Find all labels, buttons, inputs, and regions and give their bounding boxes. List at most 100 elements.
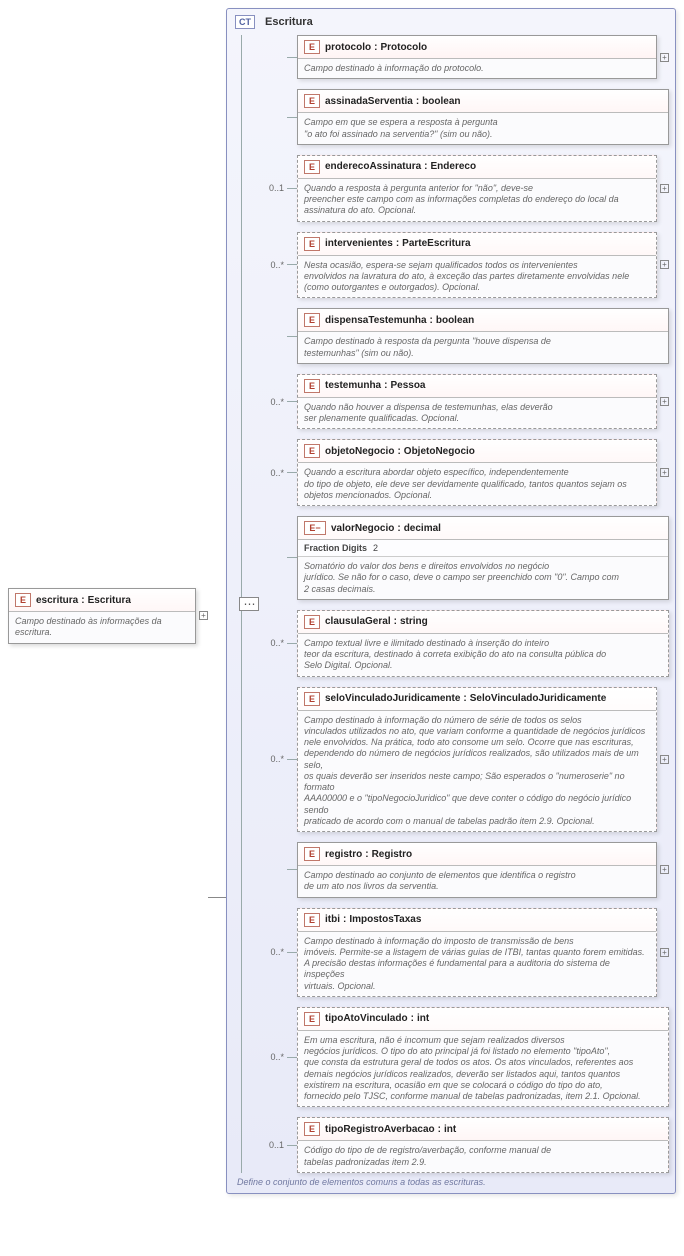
element-type: Pessoa bbox=[390, 380, 425, 391]
element-box[interactable]: EtipoRegistroAverbacao:intCódigo do tipo… bbox=[297, 1117, 669, 1173]
root-desc: Campo destinado às informações da escrit… bbox=[9, 612, 195, 643]
element-name: assinadaServentia bbox=[325, 96, 413, 107]
element-desc: Campo destinado à informação do protocol… bbox=[298, 59, 656, 78]
element-header: EobjetoNegocio:ObjetoNegocio bbox=[298, 440, 656, 463]
root-connector bbox=[208, 897, 226, 898]
element-row: Eprotocolo:ProtocoloCampo destinado à in… bbox=[265, 35, 669, 79]
ct-footer: Define o conjunto de elementos comuns a … bbox=[231, 1173, 669, 1189]
element-box[interactable]: EclausulaGeral:stringCampo textual livre… bbox=[297, 610, 669, 677]
colon: : bbox=[343, 914, 346, 925]
element-row: 0..*EobjetoNegocio:ObjetoNegocioQuando a… bbox=[265, 439, 669, 506]
element-name-row: itbi:ImpostosTaxas bbox=[325, 914, 650, 925]
multiplicity: 0..* bbox=[265, 1052, 287, 1062]
element-desc: Campo destinado à informação do número d… bbox=[298, 711, 656, 832]
facet-label: Fraction Digits bbox=[304, 543, 367, 553]
element-box[interactable]: EassinadaServentia:booleanCampo em que s… bbox=[297, 89, 669, 145]
element-desc: Campo destinado à resposta da pergunta "… bbox=[298, 332, 668, 363]
colon: : bbox=[430, 315, 433, 326]
element-desc: Campo destinado ao conjunto de elementos… bbox=[298, 866, 656, 897]
ct-header: CT Escritura bbox=[231, 13, 669, 35]
element-type: int bbox=[444, 1124, 456, 1135]
element-name-row: seloVinculadoJuridicamente:SeloVinculado… bbox=[325, 693, 650, 704]
element-type: ObjetoNegocio bbox=[404, 446, 475, 457]
root-name: escritura bbox=[36, 595, 78, 606]
element-box[interactable]: Eitbi:ImpostosTaxasCampo destinado à inf… bbox=[297, 908, 657, 997]
element-header: E−valorNegocio:decimal bbox=[298, 517, 668, 540]
element-row: 0..*EclausulaGeral:stringCampo textual l… bbox=[265, 610, 669, 677]
element-box[interactable]: EseloVinculadoJuridicamente:SeloVinculad… bbox=[297, 687, 657, 833]
colon: : bbox=[365, 849, 368, 860]
element-row: E−valorNegocio:decimalFraction Digits2So… bbox=[265, 516, 669, 600]
element-box[interactable]: EobjetoNegocio:ObjetoNegocioQuando a esc… bbox=[297, 439, 657, 506]
element-box-wrap: Eprotocolo:ProtocoloCampo destinado à in… bbox=[297, 35, 669, 79]
expand-icon[interactable]: + bbox=[660, 397, 669, 406]
element-type: SeloVinculadoJuridicamente bbox=[470, 693, 607, 704]
element-desc: Campo textual livre e ilimitado destinad… bbox=[298, 634, 668, 676]
multiplicity: 0..1 bbox=[265, 1140, 287, 1150]
element-name: intervenientes bbox=[325, 238, 393, 249]
element-badge: E bbox=[304, 313, 320, 327]
xsd-diagram: E escritura : Escritura Campo destinado … bbox=[8, 8, 676, 1194]
expand-icon[interactable]: + bbox=[660, 468, 669, 477]
element-box[interactable]: Eintervenientes:ParteEscrituraNesta ocas… bbox=[297, 232, 657, 299]
element-box-wrap: EtipoAtoVinculado:intEm uma escritura, n… bbox=[297, 1007, 669, 1108]
expand-icon[interactable]: + bbox=[660, 948, 669, 957]
element-name-row: protocolo:Protocolo bbox=[325, 42, 650, 53]
colon: : bbox=[394, 616, 397, 627]
element-box[interactable]: EtipoAtoVinculado:intEm uma escritura, n… bbox=[297, 1007, 669, 1108]
element-name: registro bbox=[325, 849, 362, 860]
sequence-icon bbox=[239, 597, 259, 611]
element-badge: E bbox=[15, 593, 31, 607]
connector-stub bbox=[287, 188, 297, 189]
expand-icon[interactable]: + bbox=[660, 865, 669, 874]
element-box-wrap: EseloVinculadoJuridicamente:SeloVinculad… bbox=[297, 687, 669, 833]
element-name-row: tipoAtoVinculado:int bbox=[325, 1013, 662, 1024]
colon: : bbox=[438, 1124, 441, 1135]
connector-stub bbox=[287, 57, 297, 58]
element-name-row: registro:Registro bbox=[325, 849, 650, 860]
colon: : bbox=[81, 595, 84, 606]
connector-stub bbox=[287, 1057, 297, 1058]
element-box-wrap: EdispensaTestemunha:booleanCampo destina… bbox=[297, 308, 669, 364]
elements-column: Eprotocolo:Protocolo Campo destinado à in… bbox=[259, 35, 669, 1173]
element-box[interactable]: EenderecoAssinatura:EnderecoQuando a res… bbox=[297, 155, 657, 222]
colon: : bbox=[424, 161, 427, 172]
connector-stub bbox=[287, 401, 297, 402]
expand-icon[interactable]: + bbox=[199, 611, 208, 620]
facet-value: 2 bbox=[373, 543, 378, 553]
element-header: EdispensaTestemunha:boolean bbox=[298, 309, 668, 332]
element-badge: E bbox=[304, 94, 320, 108]
expand-icon[interactable]: + bbox=[660, 260, 669, 269]
root-header: E escritura : Escritura bbox=[9, 589, 195, 612]
element-box[interactable]: Eregistro:RegistroCampo destinado ao con… bbox=[297, 842, 657, 898]
element-row: 0..1 EtipoRegistroAverbacao:intCódigo do … bbox=[265, 1117, 669, 1173]
element-row: 0..1EenderecoAssinatura:EnderecoQuando a… bbox=[265, 155, 669, 222]
element-box[interactable]: Etestemunha:PessoaQuando não houver a di… bbox=[297, 374, 657, 430]
element-name: dispensaTestemunha bbox=[325, 315, 427, 326]
element-badge: E bbox=[304, 615, 320, 629]
element-name-row: dispensaTestemunha:boolean bbox=[325, 315, 662, 326]
element-name: valorNegocio bbox=[331, 523, 394, 534]
element-header: EassinadaServentia:boolean bbox=[298, 90, 668, 113]
element-name: seloVinculadoJuridicamente bbox=[325, 693, 460, 704]
element-box[interactable]: Eprotocolo:ProtocoloCampo destinado à in… bbox=[297, 35, 657, 79]
element-type: string bbox=[400, 616, 428, 627]
root-element-box[interactable]: E escritura : Escritura Campo destinado … bbox=[8, 588, 196, 644]
colon: : bbox=[374, 42, 377, 53]
element-row: Eregistro:RegistroCampo destinado ao con… bbox=[265, 842, 669, 898]
element-box[interactable]: EdispensaTestemunha:booleanCampo destina… bbox=[297, 308, 669, 364]
element-badge: E bbox=[304, 237, 320, 251]
element-header: Eregistro:Registro bbox=[298, 843, 656, 866]
element-header: EenderecoAssinatura:Endereco bbox=[298, 156, 656, 179]
element-desc: Campo em que se espera a resposta à perg… bbox=[298, 113, 668, 144]
element-row: 0..*Eitbi:ImpostosTaxasCampo destinado à… bbox=[265, 908, 669, 997]
element-box[interactable]: E−valorNegocio:decimalFraction Digits2So… bbox=[297, 516, 669, 600]
expand-icon[interactable]: + bbox=[660, 184, 669, 193]
connector-stub bbox=[287, 952, 297, 953]
expand-icon[interactable]: + bbox=[660, 53, 669, 62]
root-element-wrap: E escritura : Escritura Campo destinado … bbox=[8, 588, 208, 644]
bus-column bbox=[231, 35, 259, 1173]
expand-icon[interactable]: + bbox=[660, 755, 669, 764]
element-type: Protocolo bbox=[380, 42, 427, 53]
element-type: boolean bbox=[422, 96, 460, 107]
